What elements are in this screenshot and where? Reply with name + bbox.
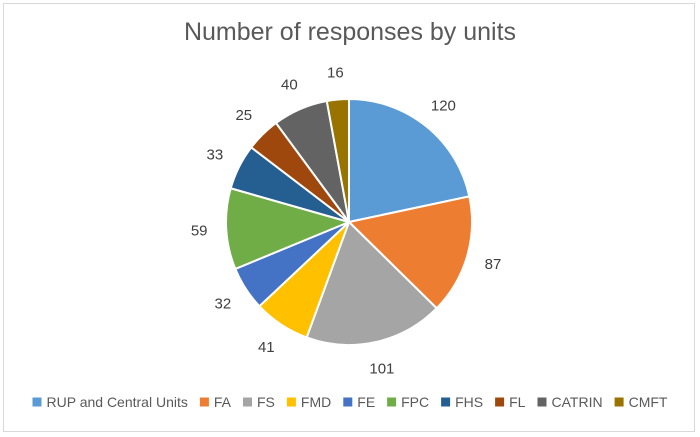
legend-label: FPC [401, 394, 429, 410]
legend-swatch [387, 397, 397, 407]
legend-item: FE [343, 394, 375, 410]
legend-item: FA [199, 394, 232, 410]
legend-item: FPC [387, 394, 429, 410]
legend-label: RUP and Central Units [47, 394, 188, 410]
legend-swatch [286, 397, 296, 407]
legend-item: RUP and Central Units [32, 394, 188, 410]
legend-item: CMFT [614, 394, 668, 410]
legend-swatch [199, 397, 209, 407]
pie-slice-fa [346, 195, 473, 310]
legend-item: FMD [286, 394, 331, 410]
data-labels: 120 87 101 41 32 59 33 25 40 16 [191, 65, 501, 378]
data-label: 33 [207, 147, 224, 164]
data-label: 32 [215, 295, 232, 312]
pie-slices [225, 97, 473, 346]
pie-slice-rup-and-central-units [348, 97, 471, 224]
data-label: 41 [258, 339, 275, 356]
chart-title: Number of responses by units [183, 18, 517, 46]
legend-label: FHS [455, 394, 483, 410]
data-label: 16 [327, 65, 344, 82]
legend-label: FS [257, 394, 275, 410]
legend-swatch [32, 397, 42, 407]
legend-item: FL [495, 394, 526, 410]
legend-label: FL [509, 394, 526, 410]
legend-item: FHS [441, 394, 483, 410]
data-label: 59 [191, 223, 208, 240]
pie-slice-cmft [325, 97, 350, 223]
pie-slice-fs [305, 220, 439, 346]
data-label: 87 [485, 256, 502, 273]
data-label: 120 [431, 97, 456, 114]
legend-swatch [537, 397, 547, 407]
legend-label: FA [214, 394, 232, 410]
pie-slice-fpc [225, 187, 353, 271]
legend-swatch [343, 397, 353, 407]
legend-label: FMD [301, 394, 331, 410]
legend-swatch [614, 397, 624, 407]
legend-label: FE [357, 394, 375, 410]
legend-item: FS [243, 394, 275, 410]
legend-swatch [441, 397, 451, 407]
legend-swatch [243, 397, 252, 407]
legend-swatch [495, 397, 505, 407]
data-label: 101 [369, 360, 394, 377]
legend-item: CATRIN [537, 394, 603, 410]
data-label: 40 [281, 76, 298, 93]
legend-label: CMFT [629, 394, 668, 410]
legend-label: CATRIN [552, 394, 603, 410]
data-label: 25 [235, 107, 252, 124]
legend: RUP and Central Units FA FS FMD FE FPC FHS FL CA… [32, 394, 668, 410]
